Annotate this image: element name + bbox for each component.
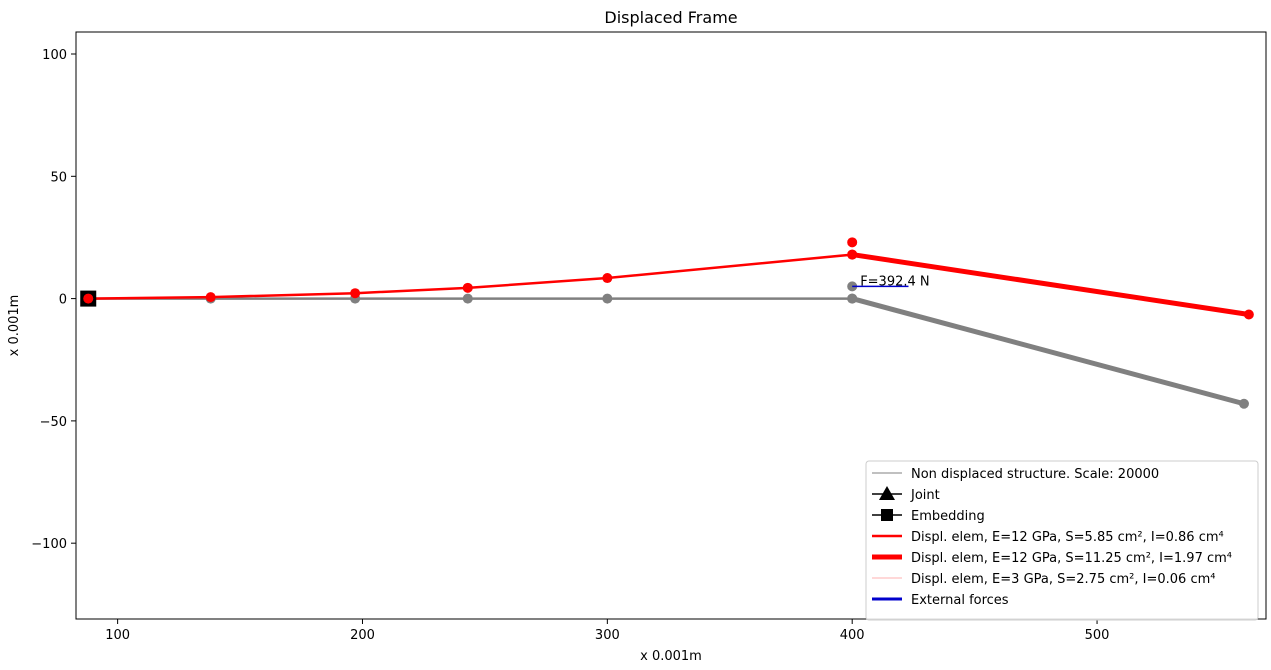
x-axis-label: x 0.001m (640, 649, 702, 664)
x-tick-label: 100 (105, 628, 130, 643)
x-tick-label: 200 (350, 628, 375, 643)
series-0-point (602, 293, 613, 304)
axes-frame (75, 31, 1267, 620)
chart-title: Displaced Frame (604, 8, 737, 27)
series-2-point (1243, 309, 1254, 320)
series-0-point (1238, 398, 1249, 409)
x-tick-label: 400 (840, 628, 865, 643)
plot-area: F=392.4 N (80, 237, 1254, 409)
legend-box (865, 460, 1259, 621)
embedding-node (83, 293, 94, 304)
legend: Non displaced structure. Scale: 20000 Joi… (865, 460, 1259, 621)
y-tick-label: −100 (31, 537, 67, 552)
legend-entry-label: Displ. elem, E=12 GPa, S=11.25 cm², I=1.… (911, 551, 1232, 566)
series-1-line (88, 253, 853, 300)
x-tick-label: 500 (1085, 628, 1110, 643)
series-2-point (847, 249, 858, 260)
legend-entry-label: External forces (911, 593, 1009, 608)
legend-entry-label: Displ. elem, E=12 GPa, S=5.85 cm², I=0.8… (911, 530, 1224, 545)
series-0-point (462, 293, 473, 304)
y-axis-label: x 0.001m (7, 295, 22, 357)
extra-point (847, 237, 858, 248)
y-tick-label: 100 (42, 48, 67, 63)
x-tick-label: 300 (595, 628, 620, 643)
series-1-point (462, 282, 473, 293)
legend-entry-label: Non displaced structure. Scale: 20000 (911, 467, 1159, 482)
legend-square-marker (881, 509, 893, 521)
series-1-point (350, 288, 361, 299)
legend-triangle-marker (879, 486, 895, 500)
y-tick-label: 0 (59, 293, 67, 308)
series-0-line (851, 296, 1245, 407)
legend-entry-label: Displ. elem, E=3 GPa, S=2.75 cm², I=0.06… (911, 572, 1215, 587)
series-1-point (205, 292, 216, 303)
y-tick-label: 50 (50, 170, 67, 185)
legend-entry-label: Joint (910, 488, 940, 503)
y-tick-label: −50 (40, 415, 67, 430)
legend-entry-label: Embedding (911, 509, 985, 524)
force-label: F=392.4 N (860, 274, 929, 289)
series-1-point (602, 273, 613, 284)
series-0-point (847, 293, 858, 304)
series-2-line (851, 252, 1250, 317)
